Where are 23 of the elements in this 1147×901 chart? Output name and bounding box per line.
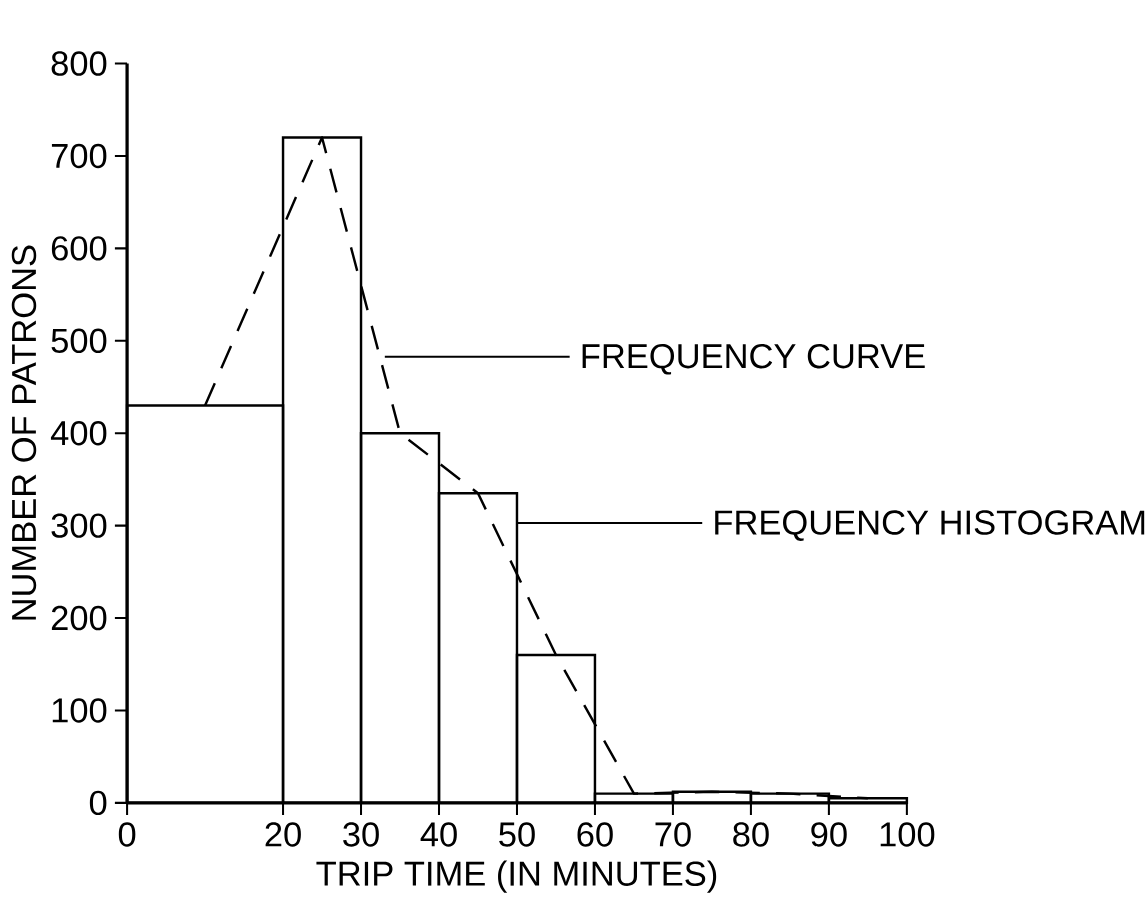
x-tick-label: 20: [265, 822, 301, 847]
x-tick-label: 0: [118, 822, 136, 847]
x-tick-label: 80: [733, 822, 769, 847]
x-tick-label: 30: [343, 822, 379, 847]
y-tick-label: 500: [51, 328, 107, 353]
y-tick-label: 300: [51, 513, 107, 538]
x-tick-label: 100: [880, 822, 935, 847]
annotation: FREQUENCY CURVE: [582, 343, 925, 375]
x-tick-label: 60: [577, 822, 613, 847]
x-tick-label: 70: [655, 822, 691, 847]
y-tick-label: 0: [89, 790, 107, 816]
y-tick-label: 600: [51, 236, 107, 261]
x-tick-label: 40: [420, 822, 457, 847]
annotation: FREQUENCY HISTOGRAM: [715, 510, 1145, 541]
x-tick-label: 50: [499, 822, 535, 847]
y-tick-label: 400: [50, 420, 107, 446]
y-tick-label: 700: [51, 143, 107, 169]
x-tick-label: 90: [811, 822, 847, 847]
y-tick-label: 200: [51, 605, 107, 631]
y-axis-title: NUMBER OF PATRONS: [11, 245, 37, 620]
y-tick-label: 800: [51, 51, 107, 76]
y-tick-label: 100: [52, 698, 107, 723]
x-axis-title: TRIP TIME (IN MINUTES): [316, 860, 717, 893]
